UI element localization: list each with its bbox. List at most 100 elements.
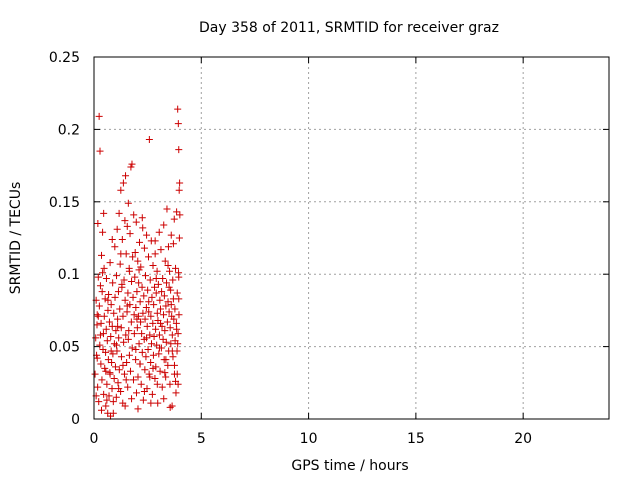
data-point-plus [173,208,181,216]
data-point-plus [114,315,122,323]
data-point-plus [106,259,114,267]
data-point-plus [166,267,174,275]
data-point-plus [103,396,111,404]
data-point-plus [175,295,183,303]
data-point-plus [104,356,112,364]
data-point-plus [124,335,132,343]
data-point-plus [169,240,177,248]
data-point-plus [107,347,115,355]
data-point-plus [124,289,132,297]
data-point-plus [158,322,166,330]
data-point-plus [126,367,134,375]
data-point-plus [140,292,148,300]
data-point-plus [109,398,117,406]
data-point-plus [98,376,106,384]
data-point-plus [143,322,151,330]
data-point-plus [142,304,150,312]
data-point-plus [137,380,145,388]
data-point-plus [118,235,126,243]
data-point-plus [114,322,122,330]
data-point-plus [102,348,110,356]
grid-lines [94,57,609,419]
data-point-plus [155,344,163,352]
data-point-plus [138,348,146,356]
data-point-plus [105,318,113,326]
data-point-plus [174,120,182,128]
data-point-plus [134,312,142,320]
data-point-plus [164,361,172,369]
data-point-plus [162,356,170,364]
data-point-plus [151,283,159,291]
data-point-plus [125,327,133,335]
data-point-plus [101,364,109,372]
data-point-plus [107,301,115,309]
data-point-plus [166,403,174,411]
data-points [91,105,184,420]
data-point-plus [120,276,128,284]
data-point-plus [96,282,104,290]
axis-ticks [93,56,609,420]
data-point-plus [120,338,128,346]
data-point-plus [170,215,178,223]
data-point-plus [153,380,161,388]
data-point-plus [174,340,182,348]
data-point-plus [155,331,163,339]
data-point-plus [154,280,162,288]
data-point-plus [147,399,155,407]
data-point-plus [116,260,124,268]
data-point-plus [120,370,128,378]
data-point-plus [102,325,110,333]
data-point-plus [157,319,165,327]
data-point-plus [123,222,131,230]
data-point-plus [141,315,149,323]
data-point-plus [110,309,118,317]
data-point-plus [128,395,136,403]
data-point-plus [113,225,121,233]
data-point-plus [167,340,175,348]
plot-frame [93,56,610,420]
data-point-plus [115,209,123,217]
data-point-plus [167,231,175,239]
data-point-plus [115,334,123,342]
data-point-plus [145,298,153,306]
data-point-plus [114,379,122,387]
data-point-plus [132,356,140,364]
x-tick-label: 0 [90,431,99,447]
data-point-plus [98,406,106,414]
data-point-plus [169,353,177,361]
data-point-plus [115,385,123,393]
data-point-plus [124,199,132,207]
data-point-plus [138,214,146,222]
data-point-plus [160,395,168,403]
data-point-plus [148,390,156,398]
data-point-plus [98,288,106,296]
data-point-plus [153,267,161,275]
data-point-plus [138,330,146,338]
y-tick-label: 0.25 [49,50,80,66]
data-point-plus [121,296,129,304]
data-point-plus [152,325,160,333]
data-point-plus [125,351,133,359]
data-point-plus [147,359,155,367]
data-point-plus [163,318,171,326]
data-point-plus [91,370,99,378]
data-point-plus [135,279,143,287]
data-point-plus [156,367,164,375]
data-point-plus [103,337,111,345]
data-point-plus [123,302,131,310]
data-point-plus [129,293,137,301]
x-tick-label: 20 [514,431,532,447]
data-point-plus [118,280,126,288]
y-tick-label: 0.2 [58,122,80,138]
data-point-plus [113,272,121,280]
data-point-plus [104,296,112,304]
data-point-plus [175,311,183,319]
data-point-plus [123,359,131,367]
data-point-plus [143,334,151,342]
data-point-plus [95,398,103,406]
data-point-plus [170,361,178,369]
data-point-plus [147,312,155,320]
y-tick-label: 0.05 [49,340,80,356]
data-point-plus [157,246,165,254]
